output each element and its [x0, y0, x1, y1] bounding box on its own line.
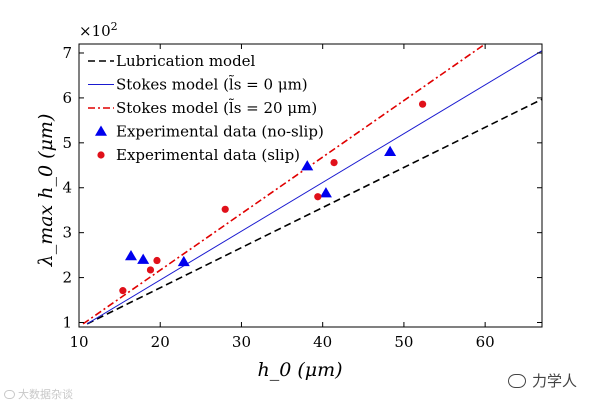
y-axis-title: λ_max h_0 (μm)	[35, 114, 57, 268]
y-tick-label: 7	[62, 44, 72, 62]
x-tick-label: 60	[476, 333, 495, 351]
data-point-slip	[314, 193, 322, 201]
legend-marker-circle	[97, 151, 105, 159]
x-tick-label: 30	[232, 333, 251, 351]
legend-label: Stokes model (l̃s = 20 μm)	[116, 99, 317, 117]
legend: Lubrication model Stokes model (l̃s = 0 μ…	[88, 52, 324, 164]
data-point-slip	[153, 256, 161, 265]
legend-item: Stokes model (l̃s = 0 μm)	[88, 75, 308, 94]
legend-label: Stokes model (l̃s = 0 μm)	[116, 75, 308, 93]
data-point-no-slip	[384, 145, 397, 157]
y-tick-label: 3	[62, 224, 72, 242]
series-line-2	[86, 50, 542, 325]
y-tick-label: 5	[62, 134, 72, 152]
x-tick-label: 20	[151, 333, 170, 351]
data-point-no-slip	[177, 255, 190, 267]
watermark-right-text: 力学人	[532, 372, 578, 390]
series-line-3	[82, 44, 486, 325]
series-layer	[82, 44, 542, 325]
data-point-no-slip	[137, 253, 150, 264]
y-axis-multiplier: ×102	[79, 20, 118, 40]
wechat-icon	[508, 373, 526, 388]
watermark-left: 大数据杂谈	[4, 386, 73, 402]
legend-label: Experimental data (slip)	[116, 146, 300, 164]
legend-item: Stokes model (l̃s = 20 μm)	[88, 99, 317, 117]
data-point-slip	[119, 287, 127, 295]
x-tick-label: 50	[394, 333, 413, 351]
data-point-no-slip	[319, 187, 332, 198]
legend-item: Lubrication model	[88, 52, 256, 70]
legend-item: Experimental data (slip)	[97, 146, 300, 164]
data-point-slip	[330, 158, 338, 167]
data-point-no-slip	[124, 250, 137, 261]
legend-item: Experimental data (no-slip)	[95, 123, 324, 141]
data-point-slip	[418, 100, 427, 108]
x-tick-label: 10	[69, 333, 88, 351]
data-point-slip	[221, 205, 229, 213]
y-tick-label: 6	[62, 89, 72, 107]
series-line-1	[86, 98, 542, 325]
data-point-slip	[146, 266, 155, 274]
legend-label: Experimental data (no-slip)	[116, 123, 324, 141]
axes-frame	[78, 43, 543, 328]
legend-label: Lubrication model	[116, 52, 256, 70]
watermark-left-text: 大数据杂谈	[18, 388, 73, 401]
y-tick-label: 2	[62, 269, 72, 287]
legend-marker-triangle	[95, 125, 107, 136]
x-tick-label: 40	[313, 333, 332, 351]
watermark-right: 力学人	[508, 370, 577, 391]
watermark-logo-icon	[4, 389, 15, 399]
y-tick-label: 1	[62, 314, 72, 332]
axes-layer: 10 20 30 40 50 60 1 2 3 4 5 6 7	[62, 43, 543, 351]
x-axis-title: h_0 (μm)	[257, 359, 342, 381]
y-multiplier-exponent: 2	[111, 20, 118, 33]
y-tick-label: 4	[62, 179, 72, 197]
data-point-no-slip	[301, 160, 314, 171]
